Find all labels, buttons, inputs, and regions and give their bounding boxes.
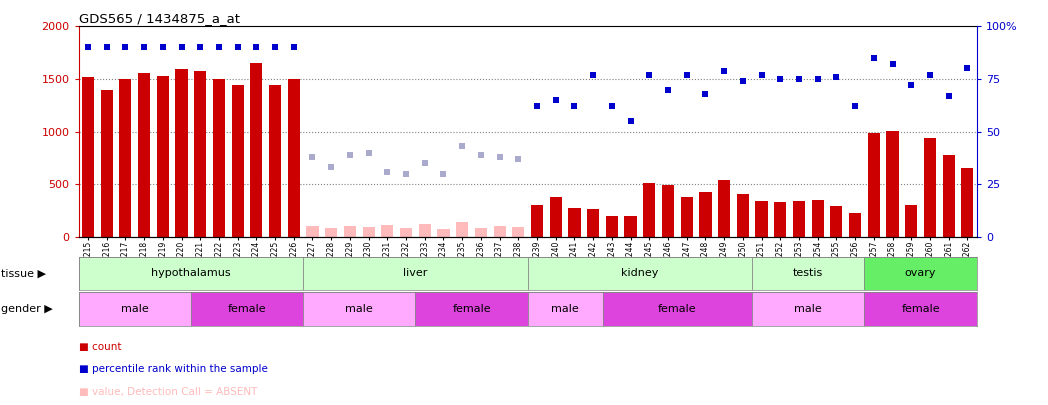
Bar: [437, 228, 450, 237]
Bar: [699, 192, 712, 237]
Text: male: male: [794, 304, 823, 314]
Bar: [606, 216, 618, 237]
Text: female: female: [453, 304, 490, 314]
Bar: [303, 292, 415, 326]
Bar: [475, 228, 487, 237]
Bar: [587, 209, 599, 237]
Text: tissue ▶: tissue ▶: [1, 269, 46, 278]
Text: ■ value, Detection Call = ABSENT: ■ value, Detection Call = ABSENT: [79, 387, 257, 397]
Bar: [865, 292, 977, 326]
Bar: [680, 197, 693, 237]
Bar: [101, 90, 113, 237]
Bar: [942, 155, 955, 237]
Bar: [138, 72, 150, 237]
Bar: [849, 213, 861, 237]
Bar: [549, 197, 562, 237]
Text: female: female: [227, 304, 266, 314]
Bar: [418, 224, 431, 237]
Bar: [303, 257, 527, 290]
Bar: [79, 257, 303, 290]
Text: female: female: [901, 304, 940, 314]
Bar: [269, 85, 281, 237]
Bar: [456, 222, 468, 237]
Bar: [887, 131, 898, 237]
Bar: [774, 202, 786, 237]
Bar: [531, 205, 543, 237]
Bar: [961, 168, 974, 237]
Bar: [191, 292, 303, 326]
Text: male: male: [346, 304, 373, 314]
Bar: [213, 79, 225, 237]
Text: kidney: kidney: [621, 269, 658, 278]
Bar: [325, 228, 337, 237]
Bar: [868, 133, 880, 237]
Bar: [643, 183, 655, 237]
Bar: [232, 85, 244, 237]
Bar: [924, 138, 936, 237]
Bar: [905, 205, 917, 237]
Bar: [119, 79, 131, 237]
Bar: [415, 292, 527, 326]
Bar: [82, 77, 94, 237]
Bar: [830, 207, 843, 237]
Text: ■ percentile rank within the sample: ■ percentile rank within the sample: [79, 364, 267, 375]
Bar: [512, 227, 524, 237]
Bar: [494, 226, 506, 237]
Text: liver: liver: [403, 269, 428, 278]
Bar: [175, 70, 188, 237]
Text: GDS565 / 1434875_a_at: GDS565 / 1434875_a_at: [79, 12, 240, 25]
Text: testis: testis: [793, 269, 824, 278]
Bar: [718, 180, 730, 237]
Bar: [752, 257, 865, 290]
Text: ovary: ovary: [904, 269, 936, 278]
Bar: [662, 185, 674, 237]
Text: female: female: [658, 304, 697, 314]
Bar: [527, 292, 603, 326]
Text: male: male: [551, 304, 578, 314]
Bar: [79, 292, 191, 326]
Bar: [756, 200, 767, 237]
Bar: [400, 228, 412, 237]
Bar: [194, 70, 206, 237]
Bar: [363, 227, 375, 237]
Bar: [306, 226, 319, 237]
Bar: [568, 208, 581, 237]
Bar: [793, 200, 805, 237]
Text: male: male: [121, 304, 149, 314]
Text: ■ count: ■ count: [79, 342, 122, 352]
Bar: [381, 225, 393, 237]
Bar: [625, 216, 637, 237]
Bar: [811, 200, 824, 237]
Bar: [157, 76, 169, 237]
Text: gender ▶: gender ▶: [1, 304, 52, 314]
Bar: [288, 79, 300, 237]
Bar: [752, 292, 865, 326]
Bar: [344, 226, 356, 237]
Bar: [527, 257, 752, 290]
Bar: [865, 257, 977, 290]
Text: hypothalamus: hypothalamus: [151, 269, 231, 278]
Bar: [250, 63, 262, 237]
Bar: [603, 292, 752, 326]
Bar: [737, 194, 749, 237]
